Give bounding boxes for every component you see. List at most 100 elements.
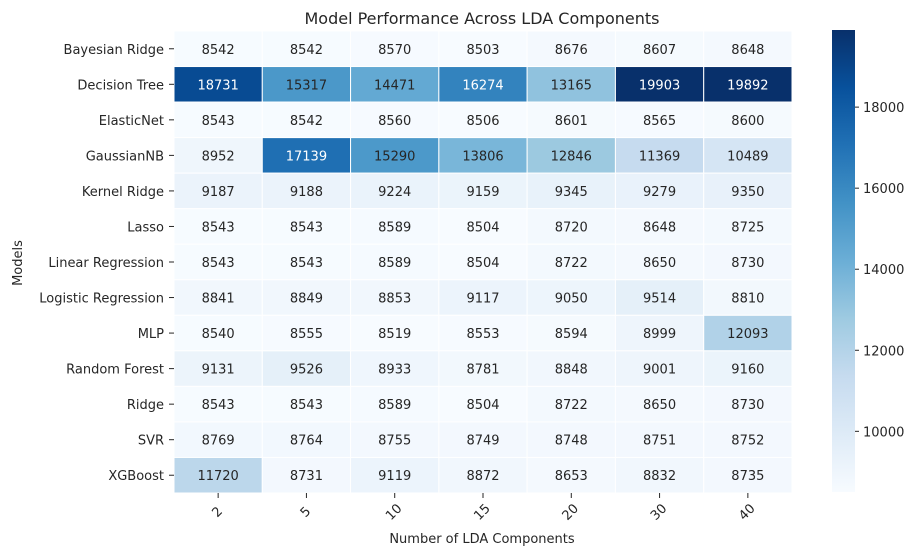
colorbar-tick-label: 12000 [863, 344, 904, 359]
heatmap-cell [703, 421, 793, 458]
cell-value-label: 9188 [290, 185, 323, 200]
heatmap-cell [526, 314, 616, 352]
heatmap-cell [438, 385, 528, 423]
y-tick-label: ElasticNet [99, 114, 164, 129]
cell-value-label: 8540 [202, 327, 235, 342]
cell-value-label: 9526 [290, 363, 323, 378]
heatmap-cell [350, 30, 440, 68]
cell-value-label: 9514 [643, 292, 676, 307]
heatmap-cell [350, 172, 440, 210]
x-tick-label: 20 [560, 501, 582, 523]
x-axis-label: Number of LDA Components [389, 532, 575, 547]
heatmap-cell [614, 30, 705, 68]
cell-value-label: 8933 [378, 363, 411, 378]
cell-value-label: 8542 [290, 114, 323, 129]
heatmap-cell [526, 421, 616, 458]
y-tick-labels: Bayesian Ridge Decision Tree ElasticNet Gau… [39, 43, 174, 484]
heatmap-cell [173, 172, 263, 210]
heatmap-cell [350, 314, 440, 352]
cell-value-label: 8764 [290, 434, 323, 449]
cell-value-label: 8999 [643, 327, 676, 342]
heatmap-cell [438, 456, 528, 494]
heatmap-cell [173, 208, 263, 245]
cell-value-label: 8543 [290, 398, 323, 413]
cell-value-label: 8872 [466, 469, 499, 484]
cell-value-label: 8504 [466, 256, 499, 271]
cell-value-label: 9160 [731, 363, 764, 378]
x-tick-label: 2 [209, 504, 225, 520]
cell-value-label: 18731 [197, 78, 238, 93]
heatmap-cell [614, 385, 705, 423]
cell-value-label: 8542 [290, 43, 323, 58]
heatmap-cell [438, 208, 528, 245]
heatmap-cell [438, 421, 528, 458]
heatmap-cell [703, 137, 793, 174]
y-tick-label: Bayesian Ridge [64, 43, 164, 58]
heatmap-cell [614, 243, 705, 281]
y-tick-label: GaussianNB [86, 149, 164, 164]
cell-value-label: 9050 [555, 292, 588, 307]
heatmap-cell [526, 385, 616, 423]
heatmap-cell [526, 243, 616, 281]
colorbar [832, 30, 855, 492]
heatmap-cell [173, 137, 263, 174]
heatmap-cell [350, 66, 440, 103]
cell-value-label: 8952 [202, 149, 235, 164]
heatmap-cell [173, 350, 263, 387]
cell-value-label: 15317 [286, 78, 327, 93]
cell-value-label: 8570 [378, 43, 411, 58]
heatmap-cell [703, 385, 793, 423]
heatmap-cell [526, 350, 616, 387]
cell-value-label: 8848 [555, 363, 588, 378]
heatmap-cell [438, 279, 528, 316]
cell-value-label: 8506 [466, 114, 499, 129]
cell-value-label: 9119 [378, 469, 411, 484]
heatmap-cell [614, 421, 705, 458]
heatmap-cells: 8542 8542 8570 8503 8676 8607 8648 18731 15317 14… [173, 30, 793, 494]
cell-value-label: 11369 [639, 149, 680, 164]
cell-value-label: 16274 [462, 78, 503, 93]
cell-value-label: 8607 [643, 43, 676, 58]
cell-value-label: 8725 [731, 220, 764, 235]
cell-value-label: 9131 [202, 363, 235, 378]
cell-value-label: 8853 [378, 292, 411, 307]
heatmap-cell [438, 101, 528, 139]
cell-value-label: 8650 [643, 256, 676, 271]
x-tick-label: 15 [471, 501, 493, 523]
cell-value-label: 8543 [202, 114, 235, 129]
heatmap-cell [703, 208, 793, 245]
heatmap-cell [261, 101, 352, 139]
y-tick-label: Random Forest [66, 363, 164, 378]
heatmap-cell [261, 137, 352, 174]
heatmap-cell [350, 243, 440, 281]
cell-value-label: 9345 [555, 185, 588, 200]
heatmap-cell [173, 421, 263, 458]
cell-value-label: 8722 [555, 398, 588, 413]
heatmap-cell [703, 279, 793, 316]
cell-value-label: 9224 [378, 185, 411, 200]
y-tick-label: SVR [138, 434, 164, 449]
heatmap-cell [614, 101, 705, 139]
cell-value-label: 13806 [462, 149, 503, 164]
heatmap-cell [438, 243, 528, 281]
y-tick-label: Logistic Regression [39, 292, 164, 307]
heatmap-cell [703, 456, 793, 494]
cell-value-label: 9117 [466, 292, 499, 307]
cell-value-label: 8601 [555, 114, 588, 129]
x-tick-label: 30 [648, 501, 670, 523]
cell-value-label: 8504 [466, 398, 499, 413]
cell-value-label: 8589 [378, 398, 411, 413]
x-tick-labels: 2 5 10 15 20 30 40 [209, 493, 759, 524]
y-tick-label: Ridge [127, 398, 164, 413]
cell-value-label: 8600 [731, 114, 764, 129]
heatmap-cell [173, 279, 263, 316]
cell-value-label: 8589 [378, 256, 411, 271]
cell-value-label: 8751 [643, 434, 676, 449]
heatmap-cell [350, 350, 440, 387]
colorbar-tick-label: 10000 [863, 425, 904, 440]
heatmap-cell [438, 350, 528, 387]
x-tick-label: 10 [383, 501, 405, 523]
cell-value-label: 8543 [290, 220, 323, 235]
cell-value-label: 8560 [378, 114, 411, 129]
heatmap-cell [703, 101, 793, 139]
